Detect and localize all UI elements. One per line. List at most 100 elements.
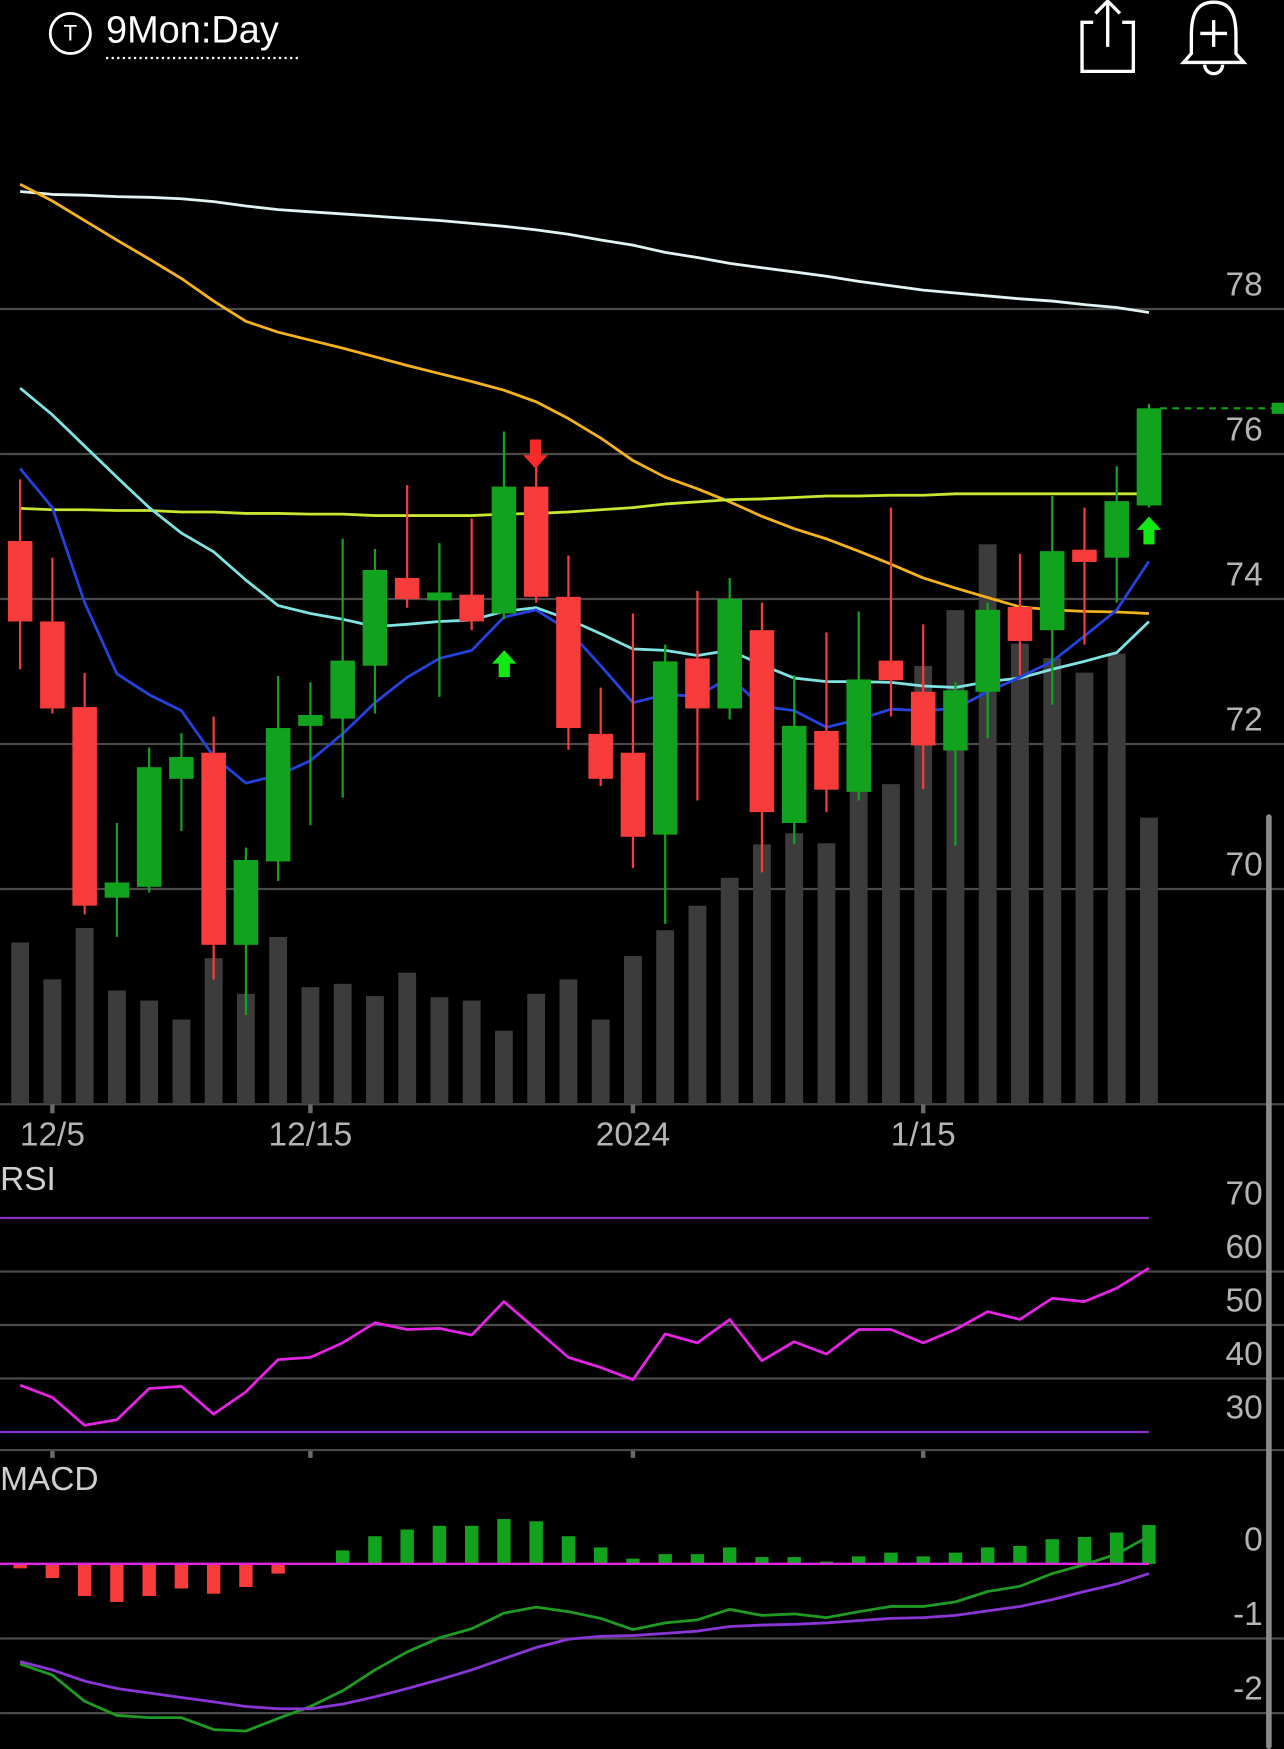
histogram-bar <box>981 1547 995 1564</box>
line-series <box>19 183 1150 615</box>
line-series <box>19 1572 1150 1711</box>
share-button[interactable] <box>1080 0 1136 74</box>
histogram-bar <box>432 1525 447 1564</box>
histogram-bar <box>819 1561 834 1564</box>
alert-button[interactable] <box>1179 0 1248 76</box>
candle-body <box>298 714 323 726</box>
volume-bar <box>720 877 739 1105</box>
y-tick-label: 70 <box>1226 847 1263 884</box>
candle-body <box>814 730 839 790</box>
candle-body <box>169 757 194 779</box>
buy-signal <box>491 650 517 678</box>
candle-body <box>749 630 775 813</box>
candle-body <box>201 752 226 945</box>
candle-body <box>685 658 710 709</box>
x-tick-label: 1/15 <box>891 1116 956 1153</box>
symbol-button[interactable]: T <box>48 11 92 55</box>
line-series <box>19 386 1150 689</box>
histogram-bar <box>916 1556 930 1564</box>
candle-body <box>556 596 581 729</box>
candle-body <box>1007 606 1033 642</box>
line-series <box>20 492 1149 517</box>
histogram-bar <box>271 1563 285 1574</box>
candle-body <box>910 691 936 746</box>
candle-body <box>620 752 646 837</box>
volume-bar <box>688 905 707 1105</box>
histogram-bar <box>174 1563 189 1589</box>
share-box <box>1080 20 1136 74</box>
volume-bar <box>527 993 546 1105</box>
candle-body <box>943 690 968 751</box>
histogram-bar <box>1110 1532 1124 1564</box>
volume-bar <box>172 1019 191 1105</box>
candle-body <box>588 733 613 779</box>
volume-bar <box>495 1030 513 1105</box>
bell <box>1179 0 1248 65</box>
volume-bar <box>914 665 933 1105</box>
histogram-bar <box>335 1550 350 1564</box>
volume-bar <box>753 844 771 1105</box>
candle-body <box>72 707 97 906</box>
volume-bar <box>1075 672 1094 1105</box>
panel-title: MACD <box>0 1461 98 1498</box>
volume-bar <box>301 987 320 1105</box>
x-tick-label: 12/5 <box>20 1116 85 1153</box>
candle-body <box>1104 501 1129 558</box>
candle-body <box>394 577 420 599</box>
candle-body <box>265 728 291 862</box>
volume-bar <box>462 1000 481 1105</box>
volume-bar <box>11 942 30 1105</box>
volume-bar <box>236 993 255 1105</box>
volume-bar <box>1043 658 1062 1105</box>
histogram-bar <box>239 1563 253 1587</box>
histogram-bar <box>529 1521 543 1564</box>
volume-bar <box>817 843 836 1105</box>
candle-body <box>491 486 517 614</box>
plot-area: 70 72 74 76 78 12/5 12/15 2024 1/15 30 40 50 60 70 -2 -… <box>0 183 1284 1733</box>
volume-bar <box>1107 653 1126 1105</box>
y-tick-label: 72 <box>1226 702 1263 739</box>
histogram-bar <box>884 1552 898 1564</box>
histogram-bar <box>1077 1536 1092 1564</box>
candle-body <box>362 569 388 666</box>
candle-body <box>846 679 871 792</box>
bell-plus <box>1200 20 1228 47</box>
candle-body <box>781 725 807 824</box>
line-series <box>19 1534 1150 1733</box>
histogram-bar <box>852 1556 866 1564</box>
histogram-bar <box>561 1536 576 1564</box>
candle-body <box>717 598 742 709</box>
histogram-bar <box>593 1547 608 1564</box>
volume-bar <box>882 784 900 1105</box>
y-tick-label: 30 <box>1226 1390 1263 1427</box>
candle-body <box>7 540 33 622</box>
candle-body <box>1136 408 1162 506</box>
volume-bar <box>656 930 675 1105</box>
candle-body <box>40 621 65 709</box>
volume-bar <box>269 936 288 1105</box>
candle-body <box>136 767 162 887</box>
last-price-marker <box>1271 402 1284 414</box>
histogram-bar <box>722 1547 737 1564</box>
volume-bar <box>785 833 804 1105</box>
timeframe[interactable]: 9Mon:Day <box>106 9 279 51</box>
y-tick-label: 76 <box>1226 412 1263 449</box>
candle-body <box>1072 549 1097 563</box>
x-tick-label: 12/15 <box>269 1116 353 1153</box>
volume-bar <box>204 958 223 1105</box>
histogram-bar <box>1013 1545 1027 1564</box>
histogram-bar <box>464 1525 479 1564</box>
buy-signal <box>1136 516 1162 545</box>
histogram-bar <box>690 1554 705 1564</box>
candle-body <box>104 882 130 898</box>
volume-bar <box>333 983 352 1105</box>
y-tick-label: 70 <box>1226 1176 1263 1213</box>
panel-title: RSI <box>0 1161 56 1198</box>
histogram-bar <box>497 1519 511 1564</box>
scrollbar[interactable] <box>1266 814 1272 1749</box>
histogram-bar <box>1142 1525 1156 1564</box>
volume-bar <box>1011 643 1029 1105</box>
sell-signal <box>523 439 548 469</box>
